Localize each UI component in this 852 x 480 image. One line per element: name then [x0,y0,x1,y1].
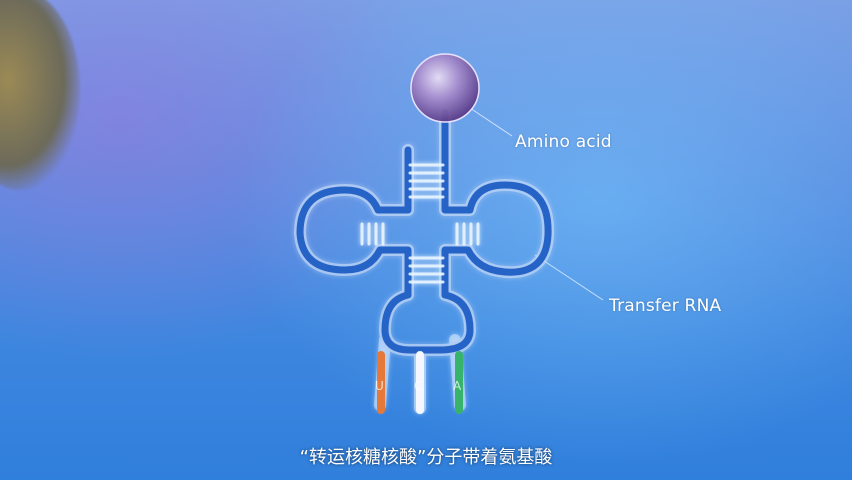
trna-leader-line [534,254,604,301]
amino-acid-leader-line [469,107,513,137]
anticodon-base-u: U [375,379,384,393]
trna-molecule [294,106,555,414]
amino-acid-label: Amino acid [515,132,612,152]
amino-acid-sphere [410,53,480,123]
video-subtitle: “转运核糖核酸”分子带着氨基酸 [299,447,553,468]
anticodon-legs [377,351,463,414]
anticodon-base-a: A [453,379,462,393]
anticodon-base-c: C [414,379,422,393]
transfer-rna-label: Transfer RNA [609,296,722,316]
